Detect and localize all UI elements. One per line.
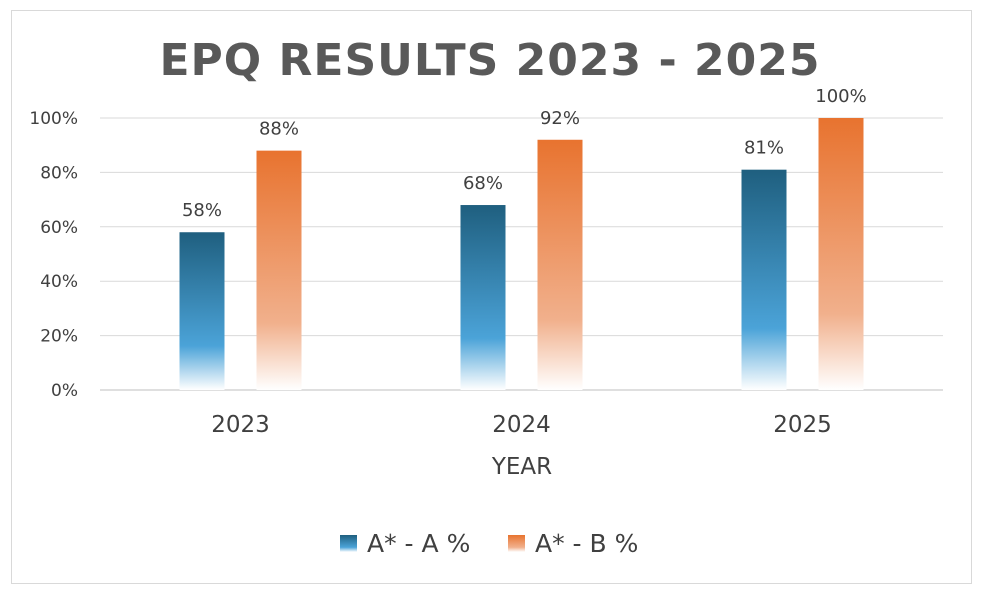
chart-title: EPQ RESULTS 2023 - 2025 (160, 35, 821, 86)
data-label: 88% (259, 119, 299, 140)
data-label: 92% (540, 108, 580, 129)
data-label: 81% (744, 138, 784, 159)
legend: A* - A % A* - B % (340, 529, 638, 558)
x-tick-label: 2025 (773, 412, 832, 438)
x-axis-title: YEAR (491, 454, 552, 480)
x-axis-ticks: 2023 2024 2025 (211, 412, 832, 438)
bar-a-star-a-2023 (179, 232, 225, 390)
bars (179, 118, 864, 390)
y-axis-ticks: 0% 20% 40% 60% 80% 100% (29, 109, 78, 401)
y-tick-label: 0% (51, 381, 78, 401)
data-label: 58% (182, 200, 222, 221)
bar-a-star-a-2025 (741, 169, 787, 390)
bar-a-star-b-2025 (818, 118, 864, 390)
y-tick-label: 60% (40, 218, 78, 238)
y-tick-label: 80% (40, 163, 78, 183)
data-labels: 58% 88% 68% 92% 81% 100% (182, 86, 867, 221)
x-tick-label: 2024 (492, 412, 551, 438)
gridlines (100, 117, 943, 391)
y-tick-label: 100% (29, 109, 78, 129)
legend-label: A* - B % (535, 529, 638, 558)
data-label: 100% (815, 86, 866, 107)
legend-label: A* - A % (367, 529, 470, 558)
bar-a-star-a-2024 (460, 205, 506, 390)
legend-swatch (508, 535, 525, 552)
y-tick-label: 40% (40, 272, 78, 292)
data-label: 68% (463, 173, 503, 194)
legend-swatch (340, 535, 357, 552)
bar-a-star-b-2023 (256, 150, 302, 390)
x-tick-label: 2023 (211, 412, 270, 438)
y-tick-label: 20% (40, 327, 78, 347)
bar-a-star-b-2024 (537, 139, 583, 390)
